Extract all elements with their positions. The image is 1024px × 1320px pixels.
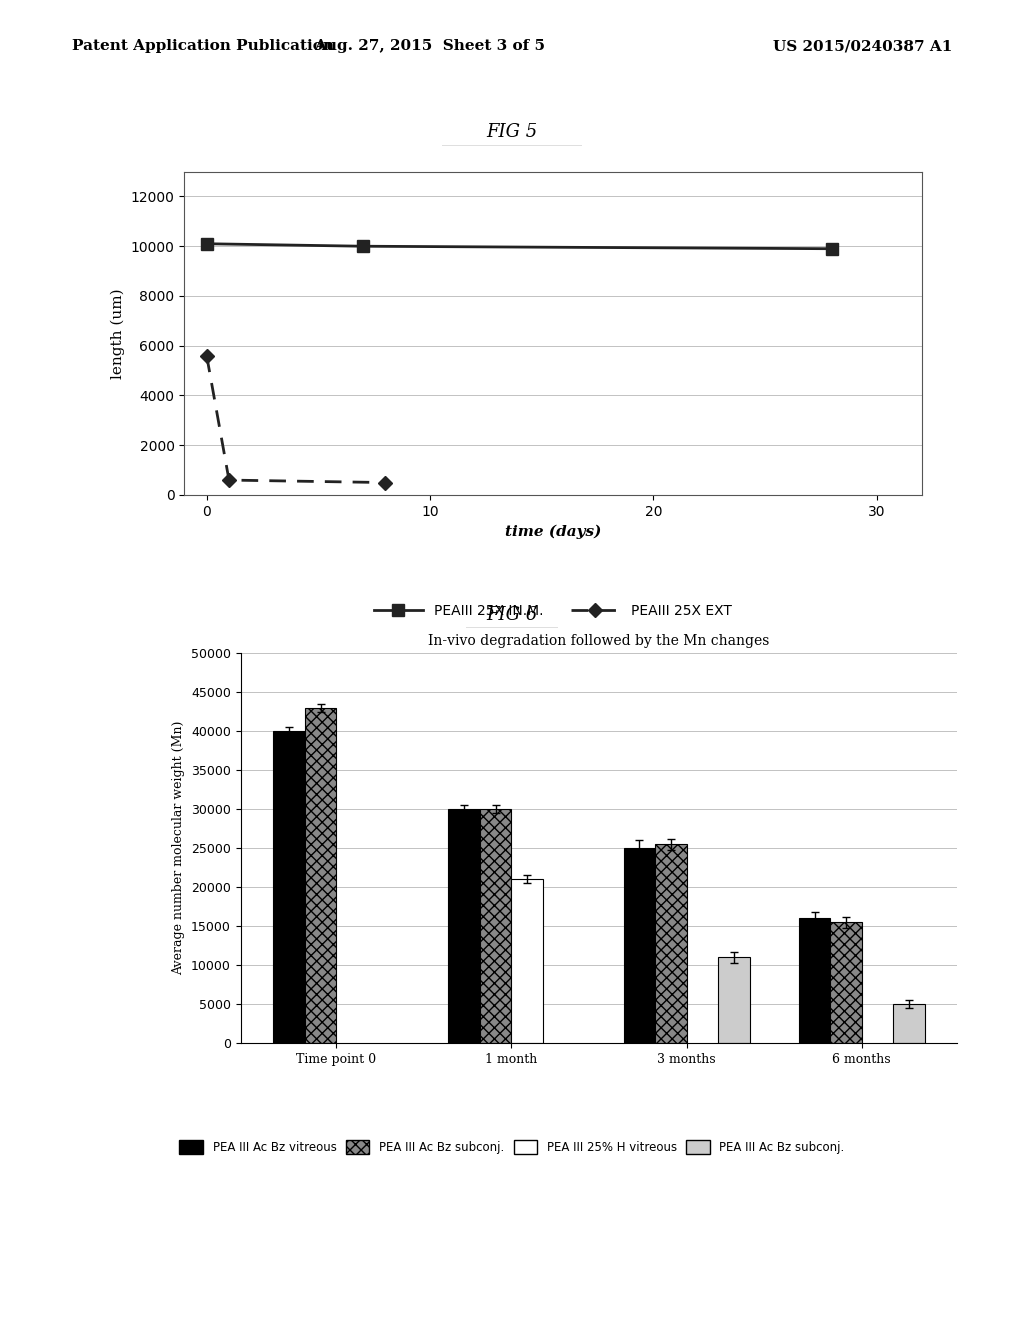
Bar	[273, 731, 305, 1043]
Bar	[830, 923, 862, 1043]
Y-axis label: Average number molecular weight (Mn): Average number molecular weight (Mn)	[172, 721, 185, 975]
Text: US 2015/0240387 A1: US 2015/0240387 A1	[773, 40, 952, 53]
PEAIII 25X IN.M.	[357, 239, 370, 255]
PEAIII 25X IN.M.	[826, 240, 839, 256]
PEAIII 25X EXT	[201, 347, 213, 363]
Title: In-vivo degradation followed by the Mn changes: In-vivo degradation followed by the Mn c…	[428, 634, 770, 648]
Y-axis label: length (um): length (um)	[111, 288, 125, 379]
Bar	[624, 847, 655, 1043]
Bar	[655, 845, 687, 1043]
Bar	[449, 809, 480, 1043]
X-axis label: time (days): time (days)	[505, 524, 601, 539]
Bar	[480, 809, 511, 1043]
Legend: PEA III Ac Bz vitreous, PEA III Ac Bz subconj., PEA III 25% H vitreous, PEA III : PEA III Ac Bz vitreous, PEA III Ac Bz su…	[175, 1135, 849, 1159]
PEAIII 25X EXT	[223, 473, 236, 488]
Bar	[893, 1003, 925, 1043]
Line: PEAIII 25X EXT: PEAIII 25X EXT	[202, 351, 390, 487]
Legend: PEAIII 25X IN.M., PEAIII 25X EXT: PEAIII 25X IN.M., PEAIII 25X EXT	[369, 599, 737, 624]
PEAIII 25X IN.M.	[201, 236, 213, 252]
Text: Patent Application Publication: Patent Application Publication	[72, 40, 334, 53]
Bar	[718, 957, 750, 1043]
Bar	[511, 879, 543, 1043]
Text: FIG 5: FIG 5	[486, 123, 538, 141]
Line: PEAIII 25X IN.M.: PEAIII 25X IN.M.	[201, 238, 838, 255]
Text: Aug. 27, 2015  Sheet 3 of 5: Aug. 27, 2015 Sheet 3 of 5	[314, 40, 546, 53]
Bar	[305, 708, 336, 1043]
PEAIII 25X EXT	[379, 475, 391, 491]
Bar	[799, 919, 830, 1043]
Text: FIG 6: FIG 6	[486, 606, 538, 624]
